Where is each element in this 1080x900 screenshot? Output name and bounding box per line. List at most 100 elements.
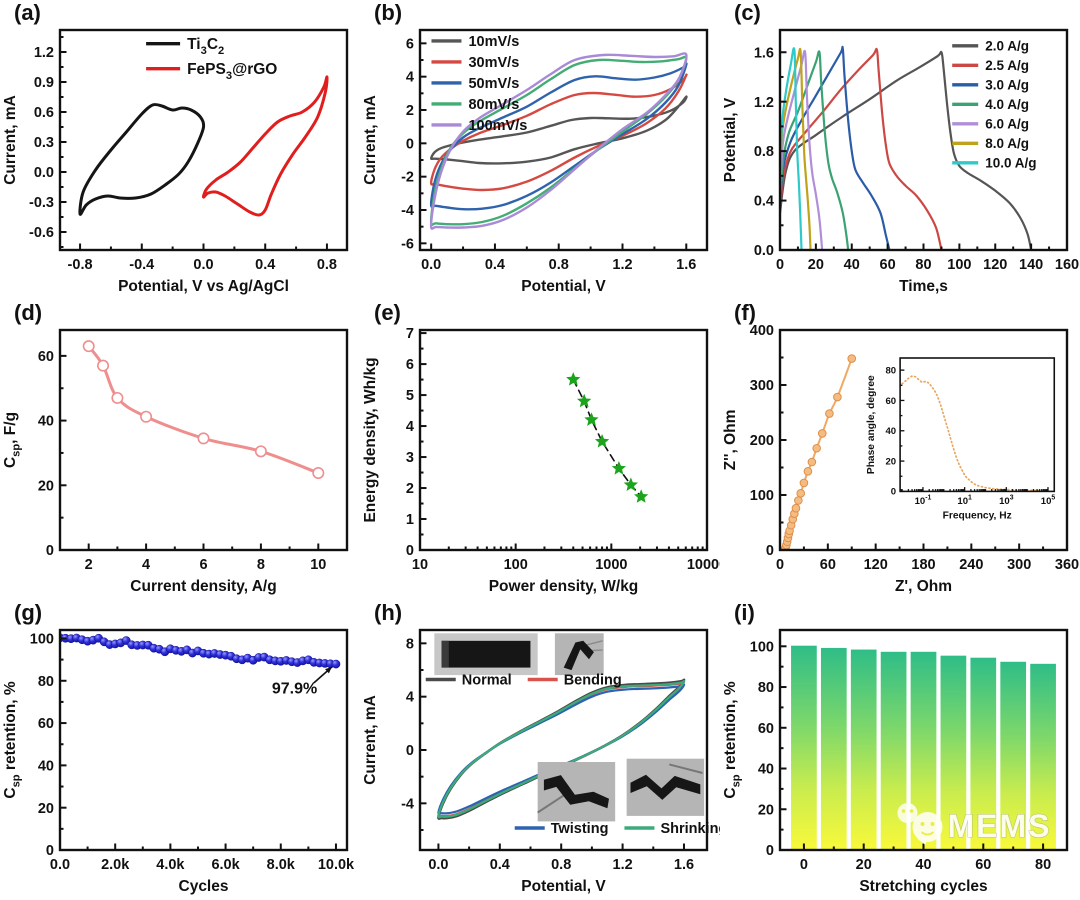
svg-text:103: 103 xyxy=(999,495,1014,507)
svg-text:100: 100 xyxy=(504,557,528,573)
svg-text:Z'', Ohm: Z'', Ohm xyxy=(722,410,739,471)
svg-text:180: 180 xyxy=(911,557,935,573)
series-group xyxy=(429,52,688,230)
svg-text:2.5 A/g: 2.5 A/g xyxy=(985,58,1029,73)
svg-text:0: 0 xyxy=(406,743,414,759)
svg-text:40: 40 xyxy=(915,857,931,873)
panel-d: (d) 2 4 6 8 10 0 20 40 60 Current density, A/g Csp,… xyxy=(0,300,360,600)
svg-text:4: 4 xyxy=(406,419,414,435)
svg-text:FePS3@rGO: FePS3@rGO xyxy=(187,61,277,82)
svg-text:2.0 A/g: 2.0 A/g xyxy=(985,39,1029,54)
svg-text:1.2: 1.2 xyxy=(34,45,54,61)
svg-text:105: 105 xyxy=(1041,495,1056,507)
svg-text:1.6: 1.6 xyxy=(676,257,696,273)
svg-text:60: 60 xyxy=(880,257,896,273)
svg-text:6.0k: 6.0k xyxy=(211,857,240,873)
panel-label-h: (h) xyxy=(374,600,403,625)
svg-text:60: 60 xyxy=(38,349,54,365)
svg-text:0: 0 xyxy=(891,487,896,498)
svg-text:4: 4 xyxy=(406,70,414,86)
svg-text:0.0: 0.0 xyxy=(421,257,441,273)
legend: Twisting Shrinking xyxy=(514,821,720,837)
panel-label-a: (a) xyxy=(14,0,41,25)
svg-text:100: 100 xyxy=(30,632,54,648)
svg-text:-6: -6 xyxy=(401,236,414,252)
svg-text:Csp retention, %: Csp retention, % xyxy=(722,681,743,798)
panel-label-f: (f) xyxy=(734,300,756,325)
svg-text:80: 80 xyxy=(915,257,931,273)
legend: Ti3C2 FePS3@rGO xyxy=(146,36,277,82)
svg-text:60: 60 xyxy=(758,721,774,737)
svg-text:5: 5 xyxy=(406,388,414,404)
svg-text:0: 0 xyxy=(406,543,414,559)
svg-text:6: 6 xyxy=(199,557,207,573)
svg-text:10.0k: 10.0k xyxy=(318,857,355,873)
svg-text:2: 2 xyxy=(85,557,93,573)
panel-c: (c) 0 20 40 60 80 100 120 140 160 0.0 0.4 0.8 1.2 1.6 T… xyxy=(720,0,1080,300)
svg-text:1.6: 1.6 xyxy=(754,45,774,61)
panel-label-e: (e) xyxy=(374,300,401,325)
svg-text:200: 200 xyxy=(750,433,774,449)
svg-text:360: 360 xyxy=(1055,557,1079,573)
svg-text:Cycles: Cycles xyxy=(179,878,229,895)
svg-text:Current, mA: Current, mA xyxy=(362,695,379,785)
svg-text:8: 8 xyxy=(406,636,414,652)
panel-g: (g) 0.0 2.0k 4.0k 6.0k 8.0k 10.0k 0 20 40 60 80 100 C… xyxy=(0,600,360,900)
svg-text:0.0: 0.0 xyxy=(34,165,54,181)
svg-text:240: 240 xyxy=(959,557,983,573)
svg-text:10mV/s: 10mV/s xyxy=(468,34,519,50)
svg-text:2: 2 xyxy=(406,481,414,497)
svg-text:0.8: 0.8 xyxy=(549,257,569,273)
svg-text:8: 8 xyxy=(257,557,265,573)
legend: Normal Bending xyxy=(425,673,622,689)
svg-text:Phase angle, degree: Phase angle, degree xyxy=(866,375,877,474)
svg-text:4: 4 xyxy=(142,557,150,573)
svg-text:0.0: 0.0 xyxy=(50,857,70,873)
svg-text:3: 3 xyxy=(406,450,414,466)
svg-text:0: 0 xyxy=(46,843,54,859)
svg-text:0: 0 xyxy=(46,543,54,559)
svg-text:0.8: 0.8 xyxy=(754,144,774,160)
svg-text:20: 20 xyxy=(38,478,54,494)
photo-twist xyxy=(537,762,616,822)
svg-text:Current, mA: Current, mA xyxy=(362,95,379,185)
svg-text:0.3: 0.3 xyxy=(34,135,54,151)
svg-text:10.0 A/g: 10.0 A/g xyxy=(985,156,1036,171)
svg-text:0.4: 0.4 xyxy=(754,194,774,210)
series-group xyxy=(437,678,686,820)
panel-i: (i) 0 20 40 60 80 0 20 40 60 80 100 Stretching cycle… xyxy=(720,600,1080,900)
svg-text:40: 40 xyxy=(844,257,860,273)
svg-text:Potential, V: Potential, V xyxy=(521,878,606,895)
svg-text:20: 20 xyxy=(856,857,872,873)
svg-text:4: 4 xyxy=(406,690,414,706)
svg-text:0: 0 xyxy=(800,857,808,873)
svg-text:Csp, F/g: Csp, F/g xyxy=(2,412,23,468)
series-group xyxy=(780,354,857,551)
panel-f: (f) 0 60 120 180 240 300 360 0 100 200 300 400 Z', Oh… xyxy=(720,300,1080,600)
panel-d-chart: 2 4 6 8 10 0 20 40 60 Current density, A/g Csp, F/… xyxy=(2,328,349,595)
svg-text:4.0 A/g: 4.0 A/g xyxy=(985,97,1029,112)
series-group xyxy=(59,633,341,669)
svg-text:100: 100 xyxy=(947,257,971,273)
legend: 2.0 A/g 2.5 A/g 3.0 A/g 4.0 A/g 6.0 A/g 8.0 A… xyxy=(952,39,1036,171)
photo-flat xyxy=(434,633,538,676)
svg-text:100: 100 xyxy=(750,639,774,655)
svg-text:0: 0 xyxy=(776,557,784,573)
svg-text:120: 120 xyxy=(983,257,1007,273)
svg-text:Potential, V vs Ag/AgCl: Potential, V vs Ag/AgCl xyxy=(118,278,289,295)
panel-h-chart: 0.0 0.4 0.8 1.2 1.6 -4 0 4 8 Potential, V Current,… xyxy=(362,628,720,895)
svg-text:-0.3: -0.3 xyxy=(29,195,54,211)
svg-text:0: 0 xyxy=(766,543,774,559)
svg-text:60: 60 xyxy=(820,557,836,573)
svg-text:Z', Ohm: Z', Ohm xyxy=(895,578,952,595)
svg-text:300: 300 xyxy=(1007,557,1031,573)
panel-c-chart: 0 20 40 60 80 100 120 140 160 0.0 0.4 0.8 1.2 1.6 Time… xyxy=(722,28,1079,295)
svg-text:0.9: 0.9 xyxy=(34,75,54,91)
svg-text:Bending: Bending xyxy=(564,673,622,689)
photo-shrink xyxy=(626,758,705,816)
svg-text:Ti3C2: Ti3C2 xyxy=(187,36,224,57)
svg-text:Frequency, Hz: Frequency, Hz xyxy=(943,510,1012,521)
svg-text:80mV/s: 80mV/s xyxy=(468,97,519,113)
